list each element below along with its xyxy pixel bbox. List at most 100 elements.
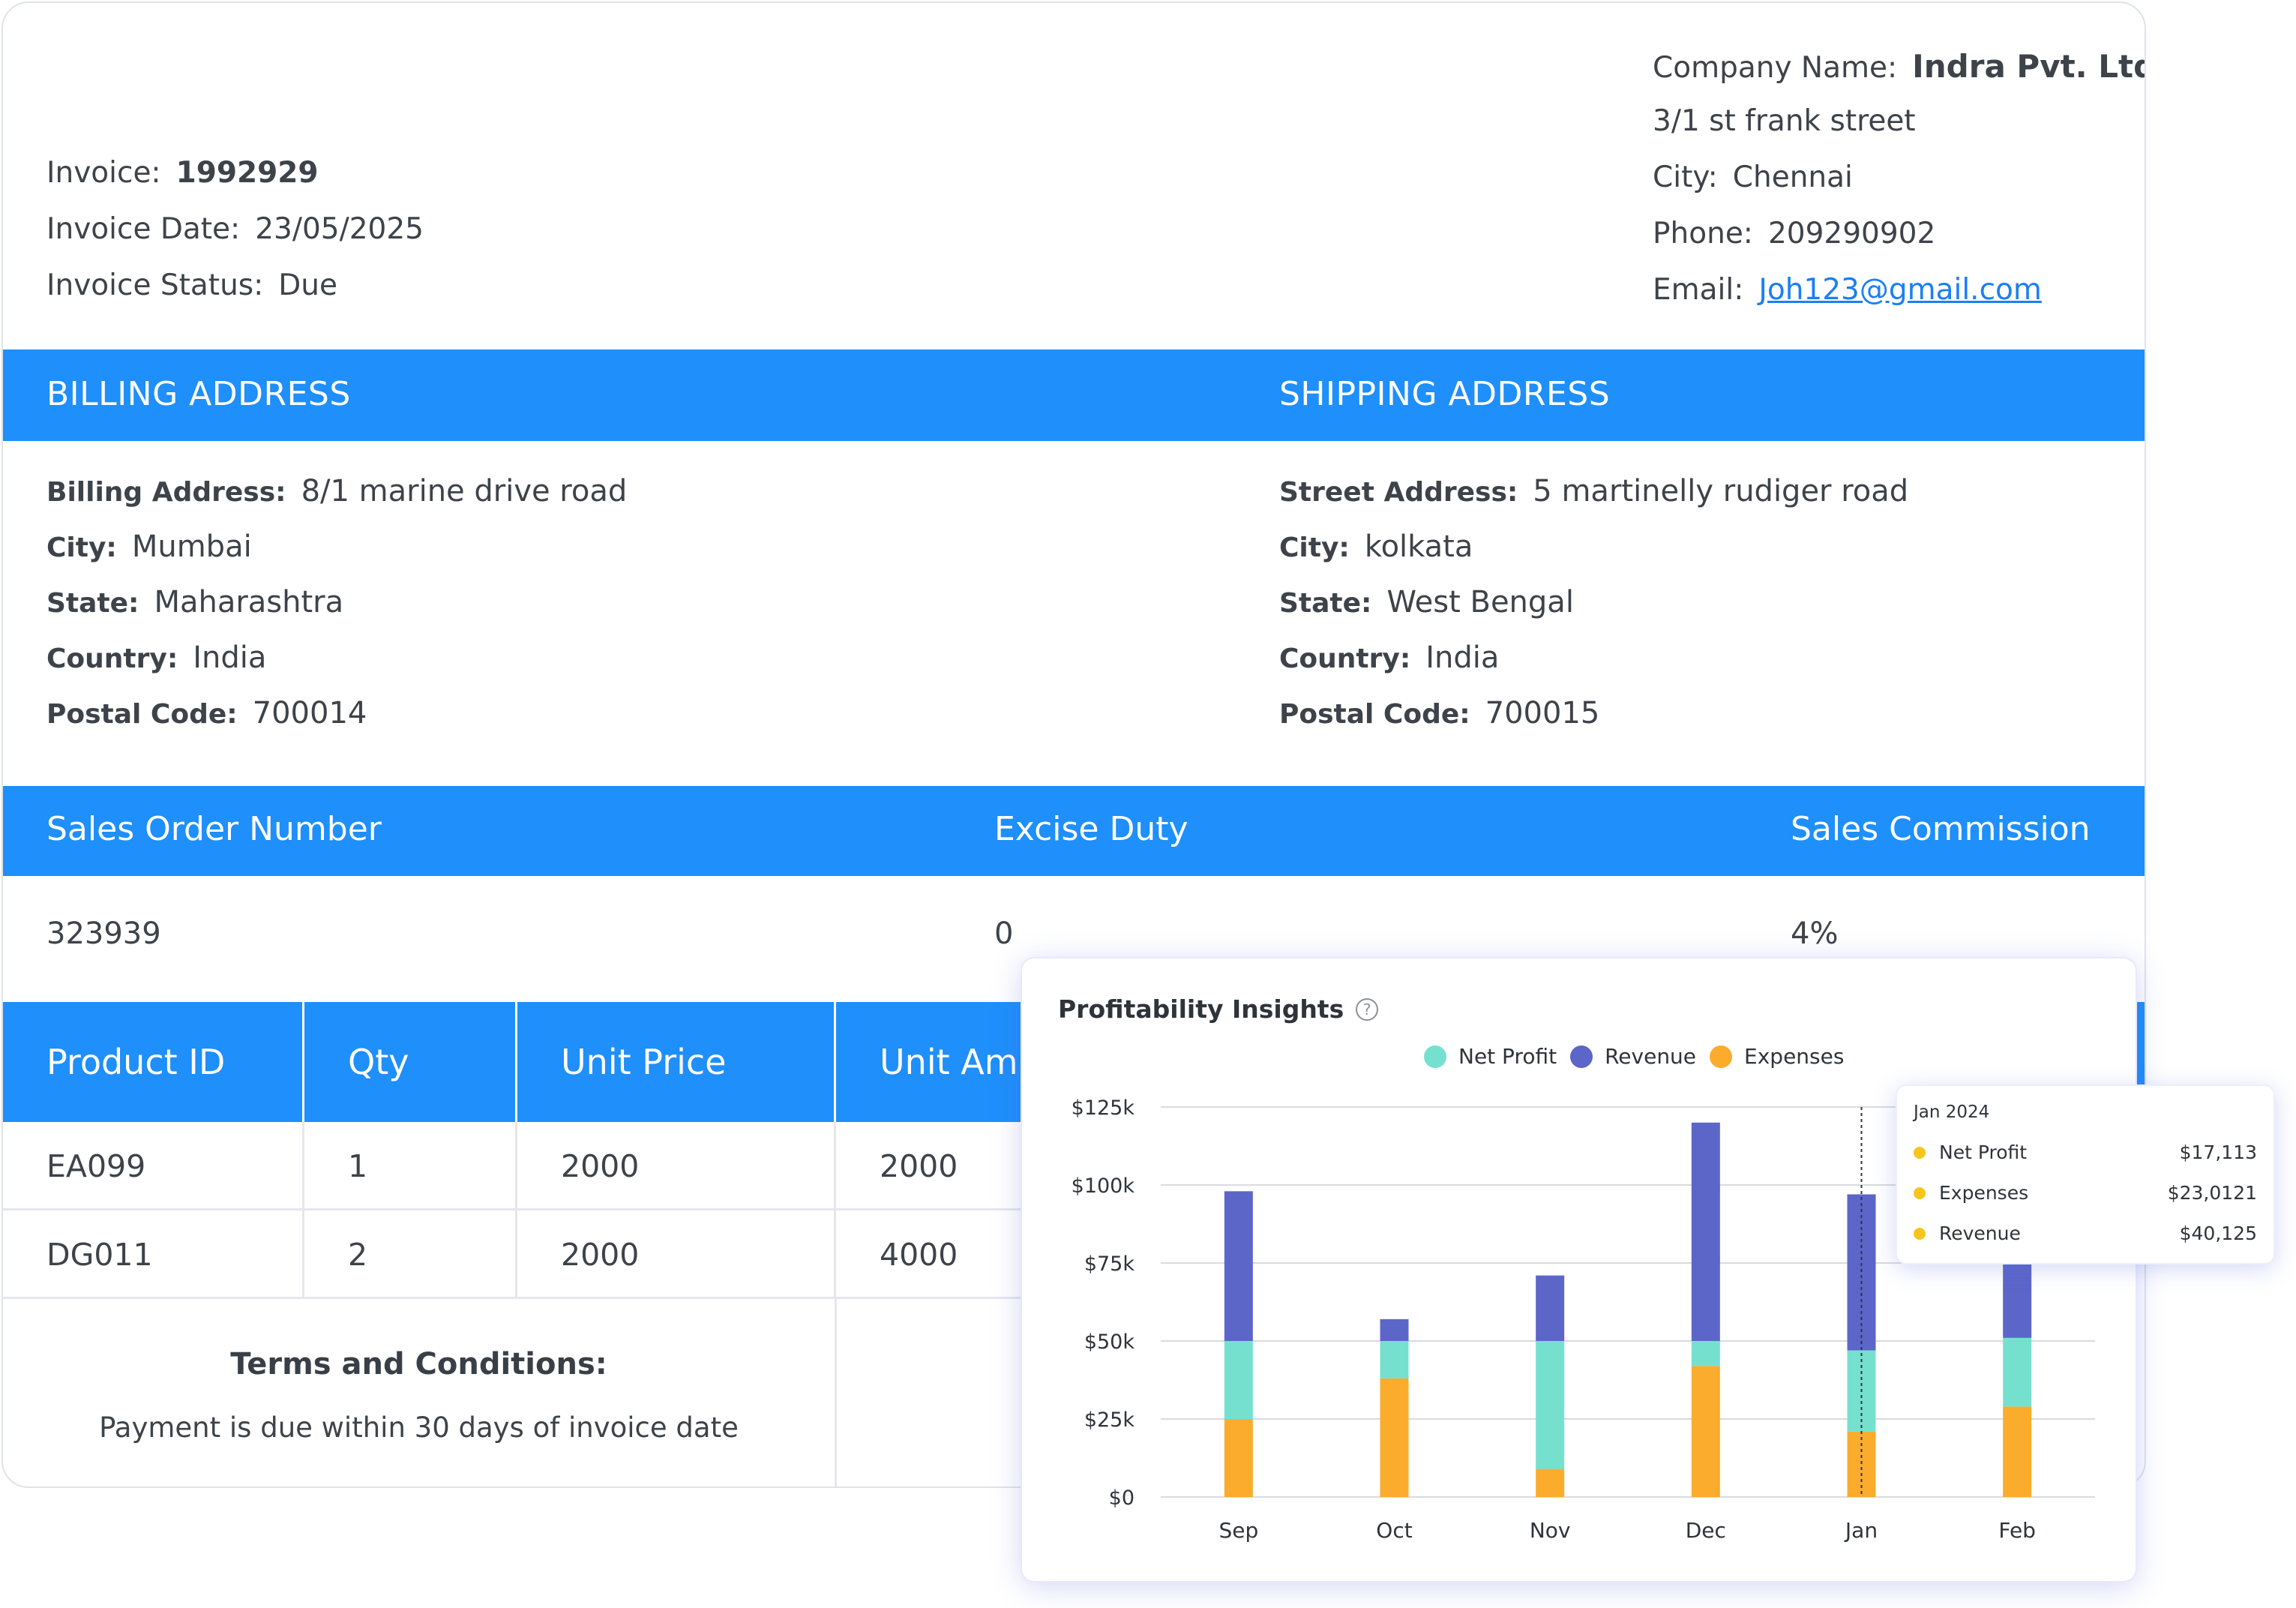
company-phone-row: Phone: 209290902	[1653, 217, 2145, 273]
legend-item-net-profit[interactable]: Net Profit	[1424, 1044, 1557, 1069]
table-row: EA099 1 2000 2000	[3, 1122, 1045, 1210]
bar-net-profit	[1536, 1341, 1565, 1469]
terms-body: Payment is due within 30 days of invoice…	[99, 1412, 739, 1444]
product-id-cell: EA099	[3, 1122, 304, 1210]
x-tick-label: Sep	[1218, 1518, 1258, 1543]
order-header-band: Sales Order Number Excise Duty Sales Com…	[3, 786, 2145, 876]
company-email-link[interactable]: Joh123@gmail.com	[1758, 273, 2042, 307]
company-city-row: City: Chennai	[1653, 160, 2145, 217]
shipping-city: kolkata	[1364, 530, 1473, 564]
tooltip-dot	[1914, 1186, 1926, 1199]
shipping-state-label: State:	[1279, 588, 1372, 619]
invoice-meta: Invoice: 1992929 Invoice Date: 23/05/202…	[46, 156, 424, 325]
invoice-date-label: Invoice Date:	[46, 212, 241, 246]
sales-order-number: 323939	[46, 916, 161, 951]
x-tick-label: Feb	[1998, 1518, 2036, 1543]
shipping-postal: 700015	[1485, 696, 1600, 730]
chart-title: Profitability Insights ?	[1058, 994, 1379, 1024]
tooltip-dot	[1914, 1227, 1926, 1240]
billing-state-row: State: Maharashtra	[46, 585, 627, 640]
bar-net-profit	[1224, 1341, 1253, 1419]
x-tick-label: Jan	[1844, 1518, 1878, 1543]
billing-street-label: Billing Address:	[46, 477, 286, 508]
sales-commission-header: Sales Commission	[1791, 810, 2091, 848]
excise-duty-header: Excise Duty	[994, 810, 1188, 848]
profitability-chart-card: Profitability Insights ? Net Profit Reve…	[1022, 958, 2136, 1581]
table-row: DG011 2 2000 4000	[3, 1210, 1045, 1299]
company-city-label: City:	[1653, 160, 1718, 194]
billing-city: Mumbai	[131, 530, 252, 564]
legend-dot-net-profit	[1424, 1045, 1446, 1068]
billing-state: Maharashtra	[154, 585, 344, 620]
unit-amount-cell: 2000	[880, 1148, 958, 1184]
tooltip-title: Jan 2024	[1914, 1102, 1990, 1122]
company-phone-label: Phone:	[1653, 217, 1753, 250]
shipping-state: West Bengal	[1386, 585, 1574, 620]
bar-net-profit	[1380, 1341, 1409, 1378]
legend-dot-expenses	[1710, 1045, 1733, 1068]
col-qty: Qty	[304, 1002, 517, 1122]
shipping-country-row: Country: India	[1279, 640, 1908, 696]
legend-label-expenses: Expenses	[1744, 1044, 1845, 1069]
col-unit-price: Unit Price	[517, 1002, 836, 1122]
help-icon[interactable]: ?	[1356, 998, 1379, 1021]
x-tick-label: Nov	[1530, 1518, 1571, 1543]
qty-cell: 2	[304, 1210, 517, 1299]
shipping-city-label: City:	[1279, 532, 1350, 563]
legend-label-revenue: Revenue	[1605, 1044, 1697, 1069]
chart-tooltip: Jan 2024 Net Profit $17,113 Expenses $23…	[1896, 1084, 2275, 1264]
x-tick-label: Oct	[1376, 1518, 1412, 1543]
shipping-postal-row: Postal Code: 700015	[1279, 696, 1908, 752]
billing-postal-label: Postal Code:	[46, 699, 238, 730]
company-phone: 209290902	[1767, 217, 1936, 250]
billing-postal-row: Postal Code: 700014	[46, 696, 627, 752]
sales-commission: 4%	[1791, 916, 1839, 951]
y-tick-label: $50k	[1084, 1330, 1135, 1354]
y-tick-label: $75k	[1084, 1252, 1135, 1276]
tooltip-name: Net Profit	[1939, 1142, 2028, 1163]
billing-city-row: City: Mumbai	[46, 530, 627, 585]
unit-price-cell: 2000	[517, 1122, 836, 1210]
bar-expenses	[1536, 1468, 1565, 1497]
bar-net-profit	[1691, 1341, 1720, 1366]
invoice-number: 1992929	[175, 156, 319, 190]
bar-revenue	[1536, 1275, 1565, 1341]
company-street: 3/1 st frank street	[1653, 104, 1916, 138]
bar-revenue	[1380, 1318, 1409, 1341]
company-name-label: Company Name:	[1653, 51, 1898, 85]
shipping-state-row: State: West Bengal	[1279, 585, 1908, 640]
invoice-number-label: Invoice:	[46, 156, 161, 190]
y-tick-label: $0	[1109, 1486, 1135, 1510]
company-email-row: Email: Joh123@gmail.com	[1653, 273, 2145, 329]
shipping-city-row: City: kolkata	[1279, 530, 1908, 585]
shipping-country: India	[1425, 640, 1500, 675]
billing-country: India	[193, 640, 267, 675]
legend-item-revenue[interactable]: Revenue	[1570, 1044, 1696, 1069]
billing-street: 8/1 marine drive road	[301, 474, 628, 508]
terms-title: Terms and Conditions:	[230, 1347, 607, 1382]
excise-duty: 0	[994, 916, 1014, 951]
shipping-street-row: Street Address: 5 martinelly rudiger roa…	[1279, 474, 1908, 530]
bar-expenses	[2003, 1406, 2032, 1497]
bar-expenses	[1691, 1366, 1720, 1497]
bar-revenue	[1224, 1191, 1253, 1341]
tooltip-row-revenue: Revenue $40,125	[1914, 1222, 2257, 1244]
tooltip-name: Expenses	[1939, 1182, 2029, 1204]
y-tick-label: $100k	[1072, 1174, 1135, 1198]
bar-net-profit	[2003, 1337, 2032, 1407]
tooltip-value: $23,0121	[2167, 1182, 2257, 1204]
company-email-label: Email:	[1653, 273, 1744, 307]
shipping-address-heading: SHIPPING ADDRESS	[1279, 375, 1611, 413]
chart-title-text: Profitability Insights	[1058, 994, 1344, 1024]
product-id-cell: DG011	[3, 1210, 304, 1299]
billing-country-row: Country: India	[46, 640, 627, 696]
company-street-row: 3/1 st frank street	[1653, 104, 2145, 160]
tooltip-dot	[1914, 1146, 1926, 1159]
billing-city-label: City:	[46, 532, 117, 563]
bar-expenses	[1380, 1378, 1409, 1497]
shipping-country-label: Country:	[1279, 644, 1411, 674]
legend-item-expenses[interactable]: Expenses	[1710, 1044, 1844, 1069]
chart-legend: Net Profit Revenue Expenses	[1424, 1044, 1857, 1069]
invoice-status: Due	[278, 268, 337, 302]
tooltip-value: $17,113	[2179, 1142, 2257, 1163]
